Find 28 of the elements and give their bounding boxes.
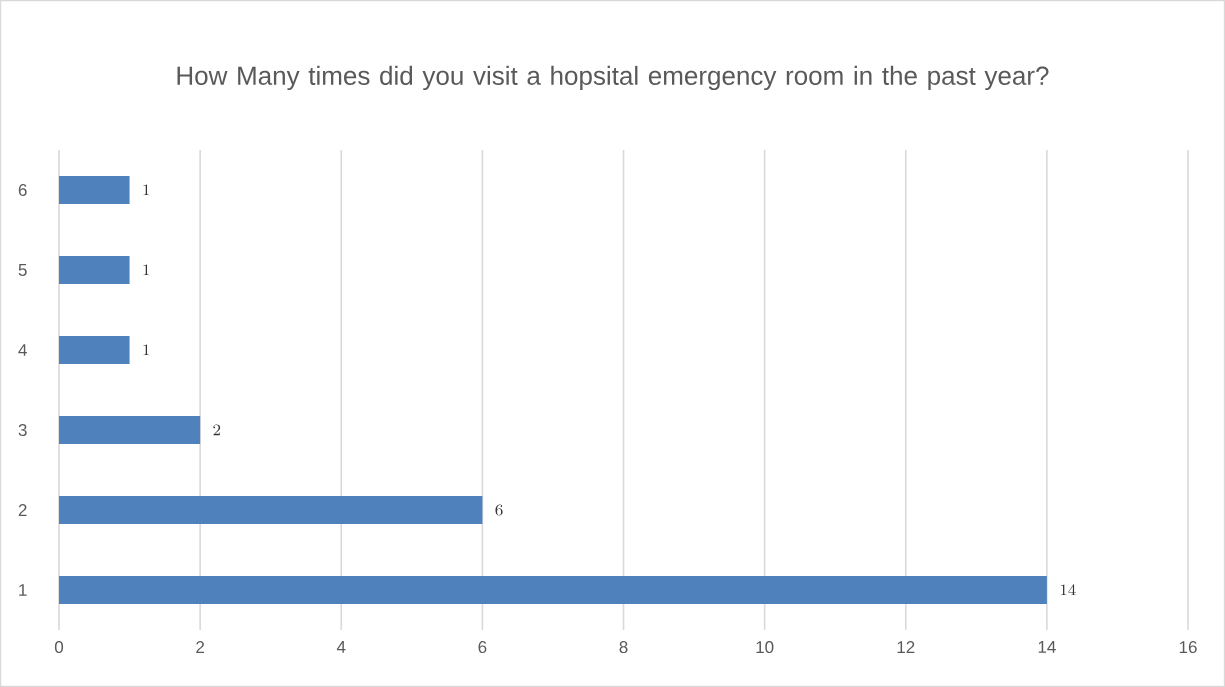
x-tick-label: 14	[1038, 641, 1056, 653]
y-tick-label: 2	[18, 504, 27, 516]
y-tick-label: 6	[18, 184, 27, 197]
bar	[59, 176, 130, 205]
x-tick-label: 16	[1179, 641, 1197, 654]
data-label: 1	[143, 264, 150, 276]
bar	[59, 256, 130, 285]
data-label: 6	[495, 504, 503, 516]
x-tick-label: 6	[478, 641, 487, 654]
x-tick-label: 10	[756, 641, 774, 654]
y-tick-label: 4	[18, 344, 27, 356]
bar	[59, 336, 130, 365]
bar	[59, 576, 1047, 605]
y-tick-label: 1	[19, 584, 27, 596]
y-tick-label: 3	[18, 424, 27, 437]
data-label: 14	[1060, 584, 1076, 596]
y-tick-label: 5	[18, 264, 27, 276]
x-tick-label: 4	[336, 641, 346, 653]
x-tick-label: 12	[897, 641, 915, 653]
x-tick-label: 8	[619, 641, 628, 654]
data-label: 1	[143, 344, 150, 356]
x-tick-label: 0	[54, 641, 64, 654]
data-label: 1	[143, 184, 150, 196]
data-label: 2	[213, 424, 221, 436]
bar	[59, 496, 483, 525]
bar	[59, 416, 201, 445]
chart-title: How Many times did you visit a hopsital emergency room in the past year?	[177, 65, 1049, 91]
x-tick-label: 2	[196, 641, 204, 653]
